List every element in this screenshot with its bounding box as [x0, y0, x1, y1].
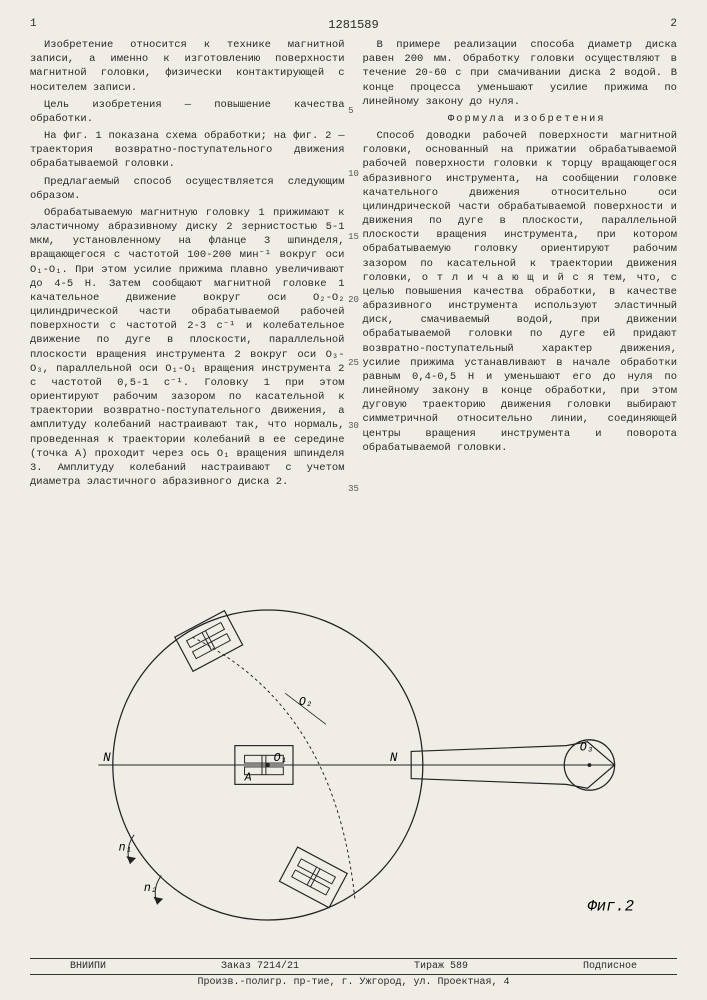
footer-address: Произв.-полигр. пр-тие, г. Ужгород, ул. … [30, 977, 677, 988]
footer-sign: Подписное [583, 961, 637, 972]
formula-title: Формула изобретения [363, 112, 678, 126]
label-n1: n₁ [119, 841, 133, 854]
para: Изобретение относится к технике магнитно… [30, 38, 345, 95]
footer-tirazh: Тираж 589 [414, 961, 468, 972]
label-O2: O₂ [299, 696, 313, 709]
patent-number: 1281589 [328, 18, 378, 32]
right-column: В примере реализации способа диаметр дис… [363, 38, 678, 492]
col-number-right: 2 [670, 18, 677, 30]
footer-org: ВНИИПИ [70, 961, 106, 972]
pivot-o3-dot [588, 763, 592, 767]
head-bottom [279, 847, 347, 908]
label-n2: n₂ [144, 882, 158, 895]
label-N-left: N [103, 751, 111, 765]
center-o1 [266, 763, 270, 767]
col-number-left: 1 [30, 18, 37, 30]
label-N-right: N [390, 751, 398, 765]
head-top [175, 611, 243, 672]
label-O3: O₃ [580, 741, 594, 754]
arrow-n1-head [126, 856, 136, 864]
footer: ВНИИПИ Заказ 7214/21 Тираж 589 Подписное… [30, 958, 677, 988]
figure-label: Фиг.2 [588, 897, 635, 915]
arrow-n2-head [154, 897, 164, 905]
para: На фиг. 1 показана схема обработки; на ф… [30, 129, 345, 172]
figure-2: N N O₁ O₂ O₃ A n₁ n₂ Фиг.2 [45, 595, 665, 935]
para: Обрабатываемую магнитную головку 1 прижи… [30, 206, 345, 489]
label-O1: O₁ [274, 752, 288, 765]
left-column: Изобретение относится к технике магнитно… [30, 38, 345, 492]
para: В примере реализации способа диаметр дис… [363, 38, 678, 109]
trajectory-arc [192, 637, 355, 901]
line-numbers: 5 10 15 20 25 30 35 [348, 55, 359, 494]
label-A: A [244, 772, 252, 785]
para: Цель изобретения — повышение качества об… [30, 98, 345, 126]
para: Предлагаемый способ осуществляется следу… [30, 175, 345, 203]
footer-order: Заказ 7214/21 [221, 961, 299, 972]
para: Способ доводки рабочей поверхности магни… [363, 129, 678, 455]
